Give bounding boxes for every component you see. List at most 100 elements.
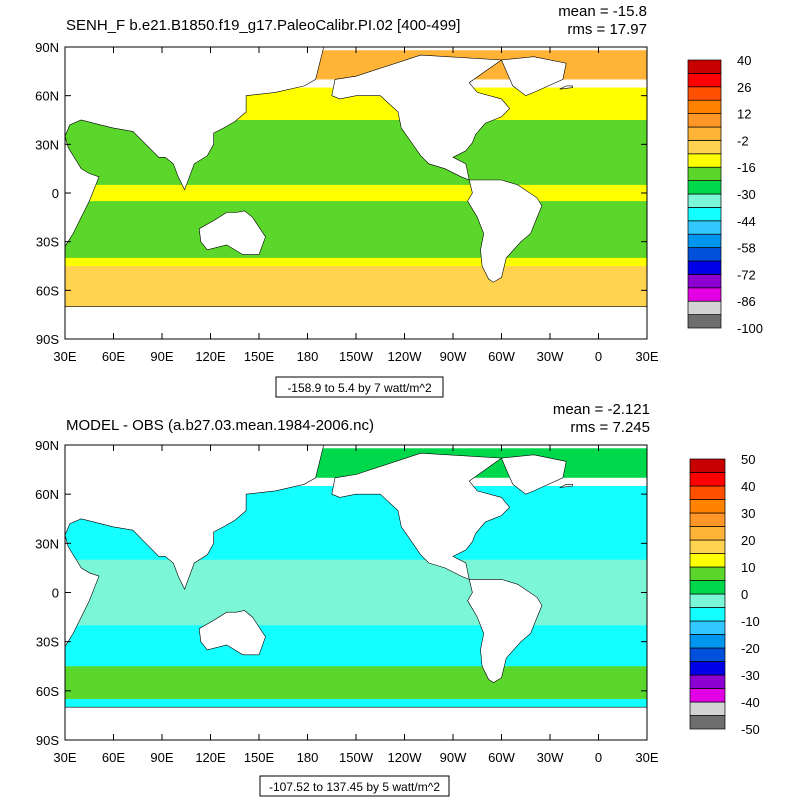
map-area bbox=[65, 47, 647, 339]
lon-tick-label: 0 bbox=[595, 349, 602, 364]
colorbar-swatch bbox=[689, 580, 726, 595]
colorbar-swatch bbox=[687, 73, 722, 88]
rms-value: rms = 17.97 bbox=[567, 21, 647, 38]
colorbar-swatch bbox=[689, 539, 726, 554]
lat-tick-label: 30S bbox=[36, 635, 59, 650]
land-mask-0 bbox=[65, 445, 325, 590]
colorbar-swatch bbox=[687, 153, 722, 168]
colorbar-swatch bbox=[687, 247, 722, 262]
lat-axis: 90N 60N 30N 0 30S 60S 90S bbox=[35, 438, 647, 748]
colorbar-swatch bbox=[687, 180, 722, 195]
colorbar-label: 40 bbox=[741, 479, 755, 494]
colorbar-label: -86 bbox=[737, 294, 756, 309]
land-mask-6 bbox=[559, 484, 573, 488]
colorbar-swatch bbox=[689, 553, 726, 568]
colorbar-swatch bbox=[689, 566, 726, 581]
colorbar-swatch bbox=[689, 485, 726, 500]
lon-tick-label: 150W bbox=[339, 349, 374, 364]
lon-tick-label: 90W bbox=[440, 349, 467, 364]
lat-tick-label: 90S bbox=[36, 733, 59, 748]
land-mask-3 bbox=[331, 54, 511, 181]
colorbar-label: -16 bbox=[737, 160, 756, 175]
mean-value: mean = -15.8 bbox=[558, 3, 647, 20]
colorbar-label: 50 bbox=[741, 452, 755, 467]
map-area bbox=[65, 445, 647, 740]
colorbar-label: -30 bbox=[741, 668, 760, 683]
colorbar-swatch bbox=[689, 715, 726, 730]
colorbar: -50 -40 -30 -20 -10 0 10 20 30 40 50 bbox=[689, 452, 760, 737]
lon-tick-label: 150E bbox=[244, 349, 275, 364]
colorbar-swatch bbox=[687, 86, 722, 101]
colorbar-swatch bbox=[689, 526, 726, 541]
field-band-3 bbox=[65, 266, 647, 307]
contour-info-box bbox=[275, 376, 444, 398]
lon-tick-label: 30E bbox=[53, 349, 76, 364]
lon-tick-label: 60W bbox=[488, 349, 515, 364]
panel-top: SENH_F b.e21.B1850.f19_g17.PaleoCalibr.P… bbox=[35, 3, 763, 398]
colorbar-swatch bbox=[687, 260, 722, 275]
land-mask-1 bbox=[65, 136, 100, 248]
land-mask-0 bbox=[65, 47, 325, 191]
lon-axis: 30E 60E 90E 120E 150E 180 150W 120W 90W 60W 30W 0 30… bbox=[53, 445, 659, 765]
colorbar-label: -20 bbox=[741, 641, 760, 656]
lat-tick-label: 90S bbox=[36, 332, 59, 347]
land-mask-5 bbox=[501, 56, 567, 97]
colorbar-swatch bbox=[689, 458, 726, 473]
colorbar-label: -72 bbox=[737, 267, 756, 282]
panel-title: MODEL - OBS (a.b27.03.mean.1984-2006.nc) bbox=[66, 417, 374, 434]
colorbar-swatch bbox=[689, 701, 726, 716]
colorbar-swatch bbox=[689, 607, 726, 622]
lat-tick-label: 30N bbox=[35, 137, 59, 152]
colorbar-label: 26 bbox=[737, 80, 751, 95]
lon-tick-label: 90W bbox=[440, 750, 467, 765]
colorbar-label: -100 bbox=[737, 321, 763, 336]
lon-tick-label: 120E bbox=[195, 750, 226, 765]
colorbar-swatch bbox=[687, 113, 722, 128]
colorbar-swatch bbox=[689, 674, 726, 689]
colorbar-swatch bbox=[687, 140, 722, 155]
land-mask-4 bbox=[467, 179, 543, 283]
field-band-2 bbox=[65, 666, 647, 700]
lat-tick-label: 0 bbox=[52, 586, 59, 601]
colorbar-label: 20 bbox=[741, 533, 755, 548]
panel-title: SENH_F b.e21.B1850.f19_g17.PaleoCalibr.P… bbox=[66, 17, 460, 34]
colorbar-swatch bbox=[689, 620, 726, 635]
lat-tick-label: 60S bbox=[36, 283, 59, 298]
colorbar-swatch bbox=[687, 300, 722, 315]
colorbar-swatch bbox=[689, 512, 726, 527]
lat-tick-label: 30N bbox=[35, 536, 59, 551]
lon-tick-label: 60E bbox=[102, 349, 125, 364]
colorbar-label: 10 bbox=[741, 560, 755, 575]
colorbar-label: -2 bbox=[737, 133, 749, 148]
contour-info-box bbox=[259, 775, 450, 797]
panel-bottom: MODEL - OBS (a.b27.03.mean.1984-2006.nc)… bbox=[35, 401, 760, 797]
colorbar-label: 30 bbox=[741, 506, 755, 521]
colorbar-label: 0 bbox=[741, 587, 748, 602]
lon-tick-label: 30E bbox=[53, 750, 76, 765]
lat-tick-label: 30S bbox=[36, 235, 59, 250]
land-mask-5 bbox=[501, 454, 567, 495]
rms-value: rms = 7.245 bbox=[570, 419, 650, 436]
colorbar-swatch bbox=[687, 314, 722, 329]
lat-tick-label: 60N bbox=[35, 89, 59, 104]
colorbar-swatch bbox=[687, 99, 722, 114]
land-mask-3 bbox=[331, 452, 511, 580]
colorbar-swatch bbox=[689, 472, 726, 487]
colorbar-label: 12 bbox=[737, 107, 751, 122]
lat-tick-label: 0 bbox=[52, 186, 59, 201]
lon-tick-label: 30W bbox=[537, 349, 564, 364]
lat-tick-label: 60S bbox=[36, 684, 59, 699]
contour-info: -158.9 to 5.4 by 7 watt/m^2 bbox=[287, 381, 432, 395]
colorbar: -100 -86 -72 -58 -44 -30 -16 -2 12 26 40 bbox=[687, 53, 763, 336]
land-mask-1 bbox=[65, 535, 100, 648]
colorbar-swatch bbox=[687, 126, 722, 141]
lon-tick-label: 150W bbox=[339, 750, 374, 765]
colorbar-swatch bbox=[687, 233, 722, 248]
contour-info: -107.52 to 137.45 by 5 watt/m^2 bbox=[269, 780, 440, 794]
colorbar-swatch bbox=[687, 207, 722, 222]
lon-tick-label: 0 bbox=[595, 750, 602, 765]
colorbar-swatch bbox=[687, 220, 722, 235]
colorbar-swatch bbox=[687, 59, 722, 74]
colorbar-swatch bbox=[689, 499, 726, 514]
